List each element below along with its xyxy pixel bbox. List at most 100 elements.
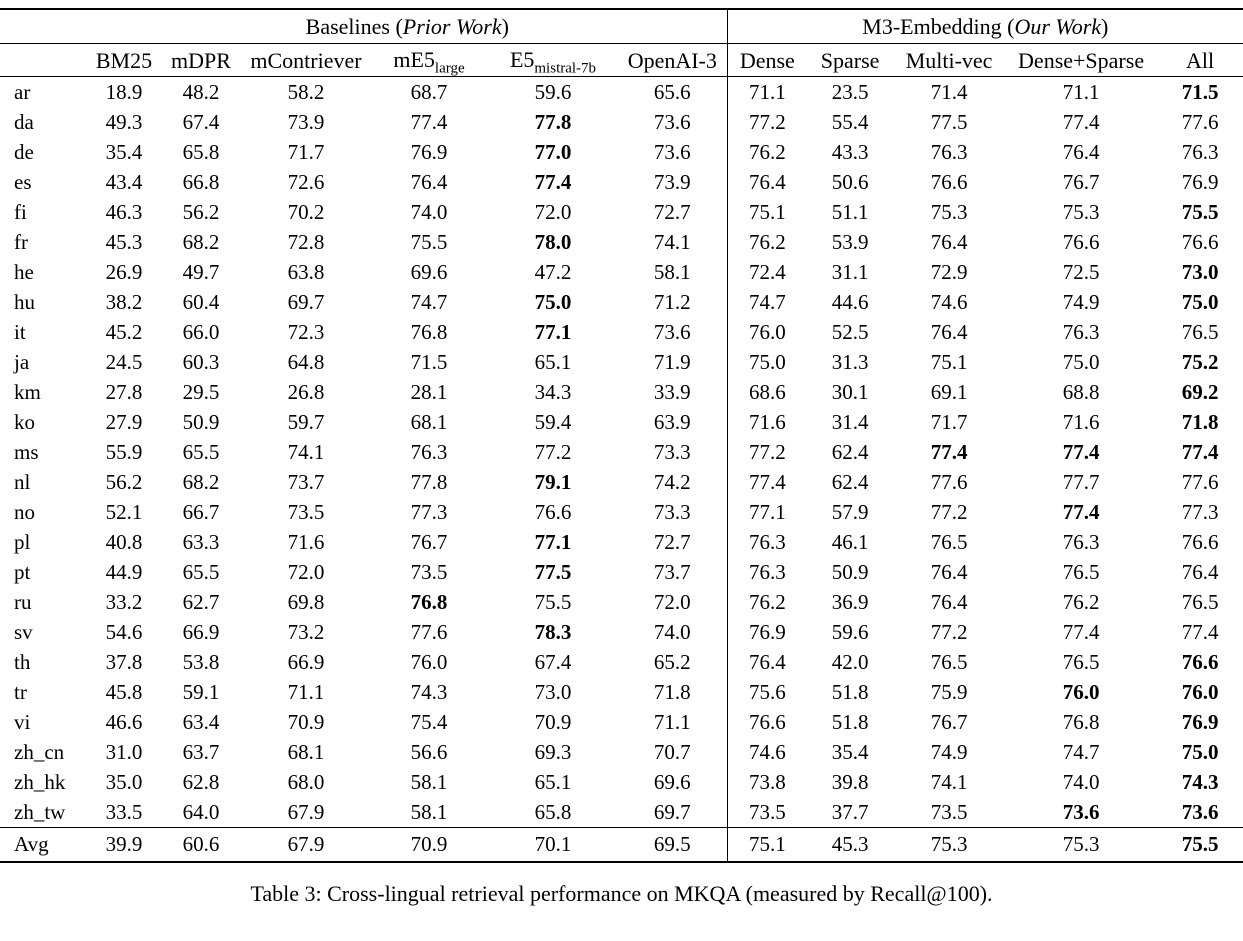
value-cell: 73.9 [618,167,728,198]
value-cell: 71.8 [1181,410,1219,435]
value-cell: 73.6 [618,137,728,168]
value-cell: 76.8 [410,320,448,345]
value-cell: 79.1 [534,470,572,495]
language-label: pl [14,530,31,555]
value-cell: 74.1 [287,440,325,465]
table-row: ms 55.9 65.5 74.1 76.3 77.2 73.3 77.2 62.4 77.4 77… [0,437,1243,468]
column-header: Sparse [807,43,894,78]
value-cell: 73.3 [618,497,728,528]
value-cell: 46.6 [105,710,143,735]
value-cell: 55.4 [831,110,869,135]
value-cell: 77.4 [748,470,786,495]
value-cell: 63.9 [618,407,728,438]
value-cell: 43.3 [831,140,869,165]
value-cell: 76.3 [1062,530,1100,555]
value-cell: 76.0 [1062,680,1100,705]
value-cell: 76.4 [1062,140,1100,165]
value-cell: 29.5 [182,380,220,405]
value-cell: 65.8 [182,140,220,165]
table-caption: Table 3: Cross-lingual retrieval perform… [250,881,993,907]
value-cell: 65.8 [534,800,572,825]
table-row: de 35.4 65.8 71.7 76.9 77.0 73.6 76.2 43.3 76.3 76… [0,137,1243,168]
value-cell: 77.4 [1062,500,1100,525]
value-cell: 70.9 [287,710,325,735]
value-cell: 77.4 [1181,620,1219,645]
value-cell: 74.6 [930,290,968,315]
value-cell: 74.2 [618,467,728,498]
table-row: fi 46.3 56.2 70.2 74.0 72.0 72.7 75.1 51.1 75.3 75… [0,197,1243,228]
value-cell: 76.3 [748,530,786,555]
value-cell: 65.5 [182,560,220,585]
value-cell: 67.4 [534,650,572,675]
value-cell: 24.5 [105,350,143,375]
value-cell: 76.7 [410,530,448,555]
value-cell: 76.4 [748,170,786,195]
value-cell: 76.6 [534,500,572,525]
value-cell: 71.4 [930,80,968,105]
value-cell: 73.5 [748,800,786,825]
value-cell: 68.1 [410,410,448,435]
value-cell: 76.3 [748,560,786,585]
table-row: nl 56.2 68.2 73.7 77.8 79.1 74.2 77.4 62.4 77.6 77… [0,467,1243,498]
value-cell: 30.1 [831,380,869,405]
value-cell: 18.9 [105,80,143,105]
group-header-row: Baselines (Prior Work) M3-Embedding (Our… [0,8,1243,44]
value-cell: 49.7 [182,260,220,285]
value-cell: 76.9 [748,620,786,645]
value-cell: 76.6 [1181,230,1219,255]
column-header: BM25 [88,43,160,78]
value-cell: 77.5 [930,110,968,135]
value-cell: 43.4 [105,170,143,195]
value-cell: 76.4 [930,230,968,255]
value-cell: 59.6 [831,620,869,645]
table-row: vi 46.6 63.4 70.9 75.4 70.9 71.1 76.6 51.8 76.7 76… [0,707,1243,738]
column-header: mE5large [370,43,488,78]
value-cell: 77.1 [748,500,786,525]
value-cell: 77.4 [410,110,448,135]
value-cell: 50.9 [182,410,220,435]
value-cell: 71.1 [287,680,325,705]
table-row: pl 40.8 63.3 71.6 76.7 77.1 72.7 76.3 46.1 76.5 76… [0,527,1243,558]
value-cell: 73.5 [287,500,325,525]
value-cell: 71.1 [1062,80,1100,105]
value-cell: 75.3 [930,200,968,225]
language-label: tr [14,680,27,705]
column-header-row: BM25 mDPR mContriever mE5large E5mistral-7b O… [0,43,1243,78]
value-cell: 71.7 [930,410,968,435]
value-cell: 69.6 [410,260,448,285]
value-cell: 51.8 [831,710,869,735]
value-cell: 68.1 [287,740,325,765]
value-cell: 76.4 [748,650,786,675]
language-label: fr [14,230,28,255]
value-cell: 76.6 [1181,530,1219,555]
value-cell: 72.3 [287,320,325,345]
column-header: OpenAI-3 [618,43,728,78]
value-cell: 70.9 [370,827,488,864]
value-cell: 76.3 [410,440,448,465]
value-cell: 77.2 [748,440,786,465]
value-cell: 76.3 [1062,320,1100,345]
value-cell: 73.6 [1062,800,1100,825]
value-cell: 74.7 [1062,740,1100,765]
value-cell: 74.3 [1181,770,1219,795]
value-cell: 77.7 [1062,470,1100,495]
value-cell: 64.8 [287,350,325,375]
value-cell: 75.3 [1005,827,1158,864]
value-cell: 71.1 [618,707,728,738]
value-cell: 76.4 [1181,560,1219,585]
table-row: th 37.8 53.8 66.9 76.0 67.4 65.2 76.4 42.0 76.5 76… [0,647,1243,678]
value-cell: 57.9 [831,500,869,525]
value-cell: 53.9 [831,230,869,255]
table-row: ja 24.5 60.3 64.8 71.5 65.1 71.9 75.0 31.3 75.1 75… [0,347,1243,378]
table-row: zh_tw 33.5 64.0 67.9 58.1 65.8 69.7 73.5 37.7 73.… [0,797,1243,828]
value-cell: 26.9 [105,260,143,285]
value-cell: 75.5 [410,230,448,255]
language-label: zh_cn [14,740,65,765]
value-cell: 76.9 [1181,710,1219,735]
value-cell: 60.3 [182,350,220,375]
value-cell: 72.0 [618,587,728,618]
value-cell: 73.0 [1181,260,1219,285]
language-label: Avg [0,827,88,864]
group-header-m3-embedding: M3-Embedding (Our Work) [727,8,1243,44]
value-cell: 76.6 [748,710,786,735]
